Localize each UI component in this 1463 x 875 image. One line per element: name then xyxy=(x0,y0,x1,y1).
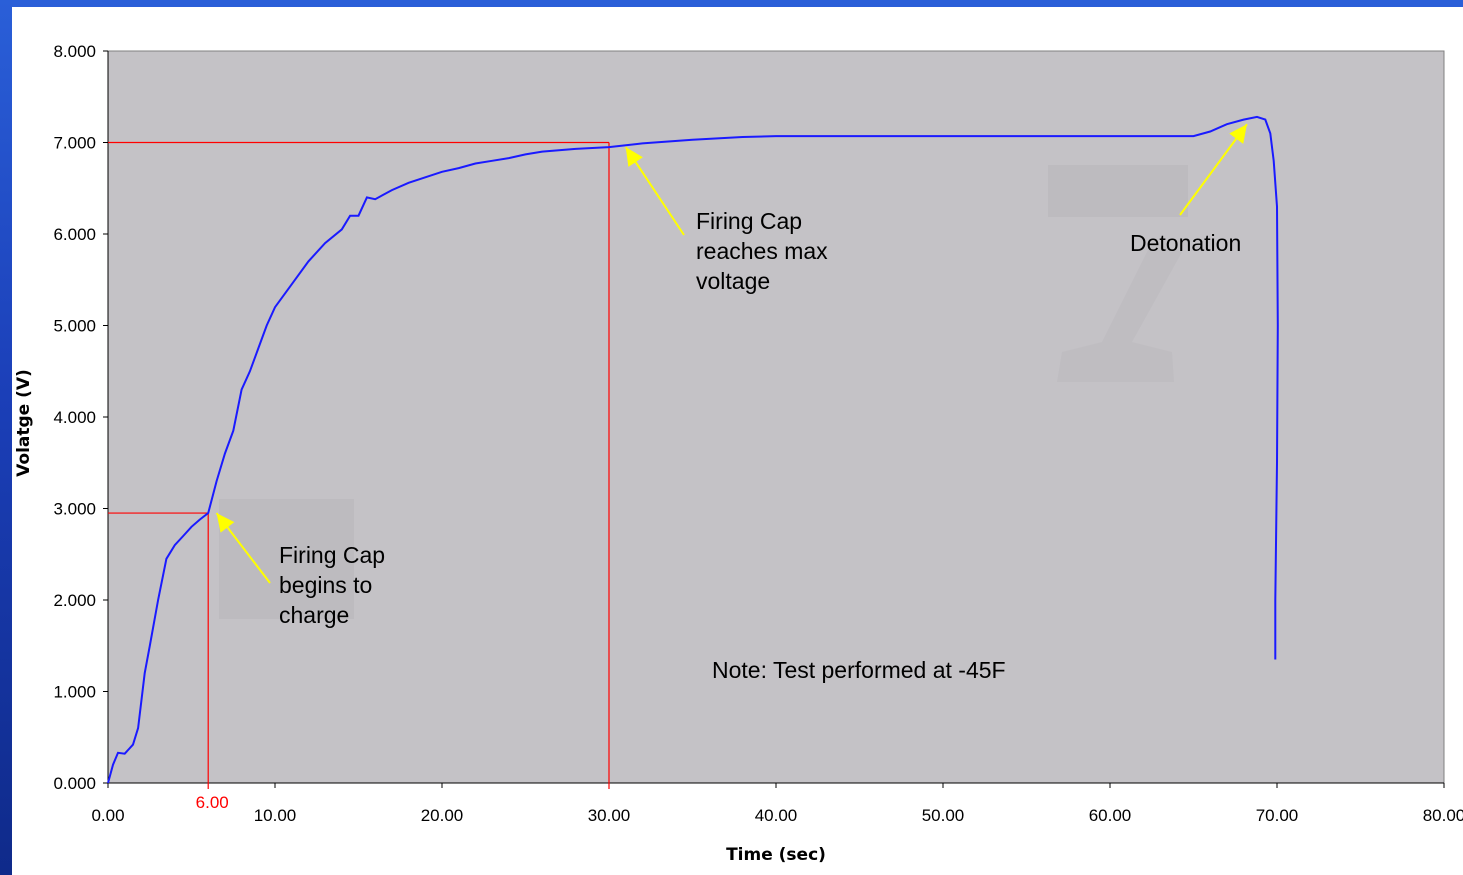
y-tick-label: 5.000 xyxy=(53,317,96,336)
y-axis: 0.000 1.000 2.000 3.000 4.000 5.000 6.000 7.000… xyxy=(53,42,109,793)
x-tick-label: 70.00 xyxy=(1256,806,1299,825)
y-tick-label: 7.000 xyxy=(53,134,96,153)
annotation-text: Detonation xyxy=(1130,230,1241,256)
faint-box xyxy=(219,499,354,619)
reference-x-label: 6.00 xyxy=(196,793,229,812)
chart-frame: 0.000 1.000 2.000 3.000 4.000 5.000 6.000 7.000… xyxy=(12,7,1463,875)
test-note: Note: Test performed at -45F xyxy=(712,657,1006,683)
y-tick-label: 1.000 xyxy=(53,683,96,702)
annotation-arrow xyxy=(1179,123,1248,216)
annotation-arrowhead xyxy=(625,147,643,167)
x-axis: 0.00 10.00 20.00 30.00 40.00 50.00 60.00 70.00 8… xyxy=(91,782,1463,825)
y-tick-label: 8.000 xyxy=(53,42,96,61)
annotation-arrowhead xyxy=(1229,124,1247,144)
x-tick-label: 20.00 xyxy=(421,806,464,825)
voltage-series-line xyxy=(107,115,1279,784)
annotations: Firing Cap begins to charge Firing Cap reach… xyxy=(215,123,1248,628)
faint-shape xyxy=(1057,242,1182,382)
y-axis-title: Volatge (V) xyxy=(14,369,34,477)
reference-lines: 6.00 xyxy=(108,141,610,812)
x-tick-label: 50.00 xyxy=(922,806,965,825)
x-tick-label: 0.00 xyxy=(91,806,124,825)
x-tick-label: 10.00 xyxy=(254,806,297,825)
x-tick-label: 80.00 xyxy=(1423,806,1463,825)
x-tick-label: 30.00 xyxy=(588,806,631,825)
faint-box xyxy=(1048,165,1188,217)
y-tick-label: 2.000 xyxy=(53,591,96,610)
x-tick-label: 60.00 xyxy=(1089,806,1132,825)
y-tick-label: 4.000 xyxy=(53,408,96,427)
plot-area xyxy=(107,50,1445,784)
y-tick-label: 3.000 xyxy=(53,500,96,519)
annotation-text: charge xyxy=(279,602,349,628)
annotation-text: Firing Cap xyxy=(279,542,385,568)
voltage-chart: 0.000 1.000 2.000 3.000 4.000 5.000 6.000 7.000… xyxy=(14,42,1463,865)
annotation-text: Firing Cap xyxy=(696,208,802,234)
y-tick-label: 0.000 xyxy=(53,774,96,793)
annotation-arrowhead xyxy=(216,513,235,533)
x-axis-title: Time (sec) xyxy=(726,845,826,865)
annotation-text: reaches max xyxy=(696,238,828,264)
y-tick-label: 6.000 xyxy=(53,225,96,244)
annotation-text: voltage xyxy=(696,268,770,294)
annotation-text: begins to xyxy=(279,572,372,598)
x-tick-label: 40.00 xyxy=(755,806,798,825)
